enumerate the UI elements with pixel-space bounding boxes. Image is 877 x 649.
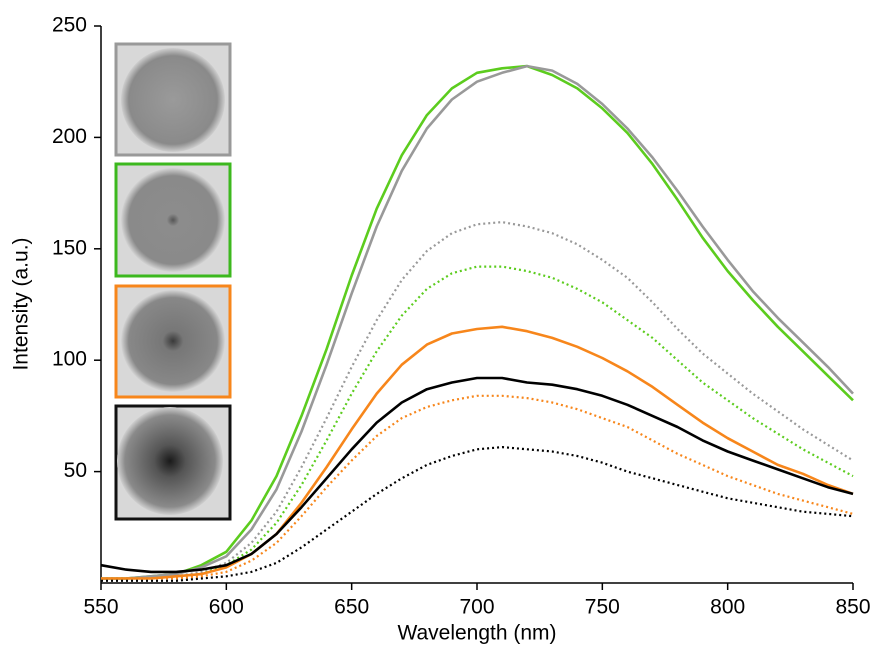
y-axis-label: Intensity (a.u.) <box>10 237 33 370</box>
x-tick-label: 750 <box>585 596 620 619</box>
series-line <box>101 325 854 580</box>
x-tick-label: 850 <box>835 596 870 619</box>
series-line <box>101 446 854 582</box>
cell-image <box>121 290 225 392</box>
y-tick-label: 50 <box>64 459 87 482</box>
cell-image <box>121 168 225 272</box>
series-line <box>101 64 854 580</box>
series-line <box>101 394 854 580</box>
y-tick-label: 200 <box>52 125 87 148</box>
y-tick-label: 250 <box>52 14 87 37</box>
series-line <box>100 376 854 574</box>
series-line <box>101 221 854 580</box>
cell-image <box>121 48 225 152</box>
y-tick-label: 100 <box>52 348 87 371</box>
inset-images <box>114 42 232 521</box>
x-tick-label: 600 <box>209 596 244 619</box>
series-line <box>101 64 854 580</box>
y-tick-label: 150 <box>52 236 87 259</box>
x-axis-label: Wavelength (nm) <box>397 622 556 645</box>
x-tick-label: 700 <box>459 596 494 619</box>
cell-image <box>117 407 223 515</box>
x-tick-label: 550 <box>83 596 118 619</box>
x-tick-label: 650 <box>334 596 369 619</box>
x-tick-label: 800 <box>710 596 745 619</box>
